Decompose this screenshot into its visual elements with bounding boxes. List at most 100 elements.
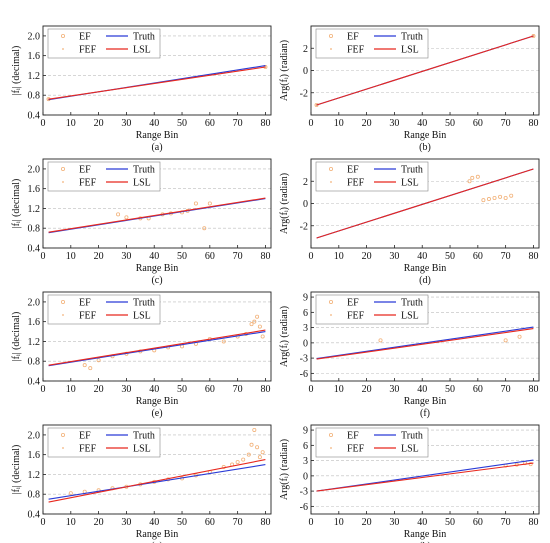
panel-h: -6 -3 0 3 6 9 0 10 20 30 40 50 60 70 80 EF FEF Truth LSL Ra… (279, 424, 540, 543)
x-tick-label: 60 (205, 118, 215, 129)
data-point-ef (221, 339, 226, 344)
x-tick-label: 70 (233, 517, 243, 528)
data-point-ef (260, 334, 265, 339)
x-tick-label: 0 (41, 118, 46, 129)
panel-caption: (c) (151, 275, 162, 286)
legend-label-ef: EF (79, 165, 91, 176)
y-tick-label: 6 (303, 441, 308, 452)
y-tick-label: 1.6 (28, 184, 41, 195)
y-tick-label: 1.6 (28, 51, 41, 62)
data-point-ef (255, 445, 260, 450)
data-point-ef (503, 338, 508, 343)
series-line-lsl (316, 168, 534, 239)
y-axis-label: |fᵢ| (decimal) (11, 179, 22, 229)
legend (315, 294, 429, 325)
y-axis-label: Arg(fᵢ) (radian) (279, 306, 290, 367)
y-tick-label: 3 (303, 323, 308, 334)
x-tick-label: 70 (501, 384, 511, 395)
plot-frame (42, 291, 272, 382)
y-tick-label: 9 (303, 426, 308, 437)
x-tick-label: 80 (260, 517, 270, 528)
legend-label-fef: FEF (347, 444, 365, 455)
panel-caption: (h) (419, 541, 431, 543)
x-tick-label: 20 (94, 251, 104, 262)
x-tick-label: 20 (94, 384, 104, 395)
x-tick-label: 80 (260, 384, 270, 395)
y-tick-label: 1.6 (28, 450, 41, 461)
x-tick-label: 0 (41, 384, 46, 395)
legend-label-lsl: LSL (133, 178, 151, 189)
x-tick-label: 30 (121, 118, 131, 129)
data-point-ef (378, 338, 383, 343)
x-tick-label: 60 (205, 517, 215, 528)
y-axis-label: |fᵢ| (decimal) (11, 46, 22, 96)
x-tick-label: 50 (177, 251, 187, 262)
x-tick-label: 60 (205, 251, 215, 262)
legend (47, 294, 161, 325)
panel-caption: (f) (420, 408, 430, 419)
x-tick-label: 30 (121, 251, 131, 262)
legend-label-truth: Truth (401, 431, 423, 442)
panel-caption: (e) (151, 408, 162, 419)
x-tick-label: 40 (149, 251, 159, 262)
x-tick-label: 10 (334, 384, 344, 395)
x-tick-label: 40 (417, 251, 427, 262)
legend-label-fef: FEF (79, 178, 97, 189)
data-point-ef (492, 195, 497, 200)
legend-label-ef: EF (347, 32, 359, 43)
x-tick-label: 60 (473, 251, 483, 262)
x-tick-label: 70 (501, 251, 511, 262)
panel-a: 0.4 0.8 1.2 1.6 2.0 0 10 20 30 40 50 60 70 80 EF FEF Tru… (11, 25, 272, 153)
y-tick-label: 9 (303, 293, 308, 304)
x-tick-label: 20 (94, 118, 104, 129)
x-tick-label: 50 (445, 384, 455, 395)
x-axis-label: Range Bin (404, 396, 447, 407)
series-line-lsl (48, 66, 266, 100)
x-tick-label: 70 (233, 251, 243, 262)
data-point-ef (467, 179, 472, 184)
x-tick-label: 80 (260, 118, 270, 129)
x-tick-label: 0 (309, 517, 314, 528)
y-tick-label: 0.8 (28, 91, 41, 102)
legend-label-lsl: LSL (401, 311, 419, 322)
data-point-ef (503, 195, 508, 200)
data-point-ef (252, 319, 257, 324)
y-tick-label: 0.4 (28, 377, 41, 388)
x-tick-label: 0 (309, 384, 314, 395)
y-axis-label: |fᵢ| (decimal) (11, 312, 22, 362)
x-axis-label: Range Bin (136, 130, 179, 141)
data-point-ef (207, 201, 212, 206)
x-tick-label: 20 (362, 517, 372, 528)
legend-label-truth: Truth (133, 431, 155, 442)
y-tick-label: 0 (303, 471, 308, 482)
panel-caption: (a) (151, 142, 162, 153)
y-tick-label: 1.2 (28, 337, 41, 348)
data-point-ef (124, 215, 129, 220)
x-tick-label: 50 (177, 118, 187, 129)
plot-frame (310, 291, 540, 382)
x-tick-label: 30 (389, 517, 399, 528)
data-point-ef (509, 193, 514, 198)
legend-label-ef: EF (347, 165, 359, 176)
x-axis-label: Range Bin (136, 396, 179, 407)
data-point-ef (88, 366, 93, 371)
series-line-lsl (48, 197, 266, 233)
data-point-ef (235, 460, 240, 465)
x-tick-label: 60 (205, 384, 215, 395)
legend-swatch-ef (328, 299, 333, 304)
data-point-ef (202, 226, 207, 231)
x-tick-label: 20 (362, 251, 372, 262)
x-tick-label: 0 (41, 251, 46, 262)
legend (47, 427, 161, 458)
data-point-ef (498, 194, 503, 199)
legend-swatch-ef (61, 166, 66, 171)
series-line-truth (48, 464, 266, 500)
data-point-ef (257, 455, 262, 460)
legend-label-truth: Truth (401, 298, 423, 309)
legend-label-ef: EF (79, 32, 91, 43)
x-tick-label: 50 (445, 517, 455, 528)
legend-swatch-ef (61, 432, 66, 437)
legend-label-fef: FEF (347, 178, 365, 189)
y-tick-label: 0.8 (28, 357, 41, 368)
